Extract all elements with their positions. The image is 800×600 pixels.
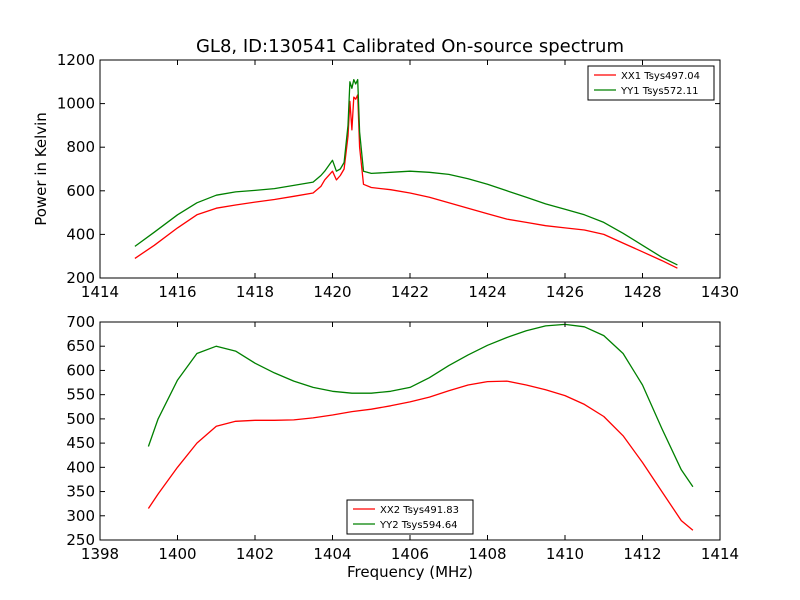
x-tick-label: 1410 bbox=[546, 545, 584, 563]
x-tick-label: 1418 bbox=[236, 283, 274, 301]
y-tick-label: 300 bbox=[66, 507, 95, 525]
x-tick-label: 1400 bbox=[158, 545, 196, 563]
chart-panel-1: 1414 1416 1418 1420 1422 1424 1426 1428 1430 200 4… bbox=[32, 36, 739, 301]
x-tick-label: 1422 bbox=[391, 283, 429, 301]
chart-panel-2: 1398 1400 1402 1404 1406 1408 1410 1412 1414 250 3… bbox=[66, 313, 739, 581]
x-tick-label: 1412 bbox=[623, 545, 661, 563]
x-tick-label: 1408 bbox=[468, 545, 506, 563]
legend: XX1 Tsys497.04 YY1 Tsys572.11 bbox=[587, 65, 715, 101]
x-tick-label: 1414 bbox=[81, 283, 119, 301]
x-tick-label: 1430 bbox=[701, 283, 739, 301]
y-tick-label: 600 bbox=[66, 182, 95, 200]
series-line-2 bbox=[134, 78, 678, 266]
y-tick-label: 400 bbox=[66, 458, 95, 476]
x-tick-label: 1428 bbox=[623, 283, 661, 301]
legend-entry-label: YY1 Tsys572.11 bbox=[620, 86, 699, 97]
x-axis-label: Frequency (MHz) bbox=[347, 563, 473, 581]
x-tick-label: 1402 bbox=[236, 545, 274, 563]
series-line-1 bbox=[134, 94, 678, 269]
legend-entry-label: YY2 Tsys594.64 bbox=[379, 520, 458, 531]
series-line-2 bbox=[147, 323, 694, 488]
x-tick-label: 1426 bbox=[546, 283, 584, 301]
y-tick-label: 1000 bbox=[57, 95, 95, 113]
y-tick-label: 250 bbox=[66, 531, 95, 549]
y-tick-label: 600 bbox=[66, 361, 95, 379]
x-tick-label: 1424 bbox=[468, 283, 506, 301]
y-tick-label: 550 bbox=[66, 386, 95, 404]
legend-box bbox=[587, 65, 715, 101]
y-tick-label: 650 bbox=[66, 337, 95, 355]
y-tick-label: 350 bbox=[66, 483, 95, 501]
y-tick-label: 450 bbox=[66, 434, 95, 452]
y-axis-label: Power in Kelvin bbox=[32, 112, 50, 226]
legend: XX2 Tsys491.83 YY2 Tsys594.64 bbox=[346, 499, 474, 535]
x-tick-label: 1420 bbox=[313, 283, 351, 301]
x-tick-label: 1416 bbox=[158, 283, 196, 301]
y-tick-label: 500 bbox=[66, 410, 95, 428]
y-tick-label: 700 bbox=[66, 313, 95, 331]
legend-entry-label: XX2 Tsys491.83 bbox=[380, 505, 459, 516]
series-line-1 bbox=[147, 380, 694, 531]
x-tick-label: 1398 bbox=[81, 545, 119, 563]
y-tick-label: 200 bbox=[66, 269, 95, 287]
y-tick-label: 400 bbox=[66, 225, 95, 243]
x-tick-label: 1414 bbox=[701, 545, 739, 563]
legend-entry-label: XX1 Tsys497.04 bbox=[621, 71, 700, 82]
y-tick-label: 800 bbox=[66, 138, 95, 156]
chart-title: GL8, ID:130541 Calibrated On-source spec… bbox=[196, 36, 624, 57]
legend-box bbox=[346, 499, 474, 535]
x-tick-label: 1406 bbox=[391, 545, 429, 563]
x-tick-label: 1404 bbox=[313, 545, 351, 563]
y-tick-label: 1200 bbox=[57, 51, 95, 69]
